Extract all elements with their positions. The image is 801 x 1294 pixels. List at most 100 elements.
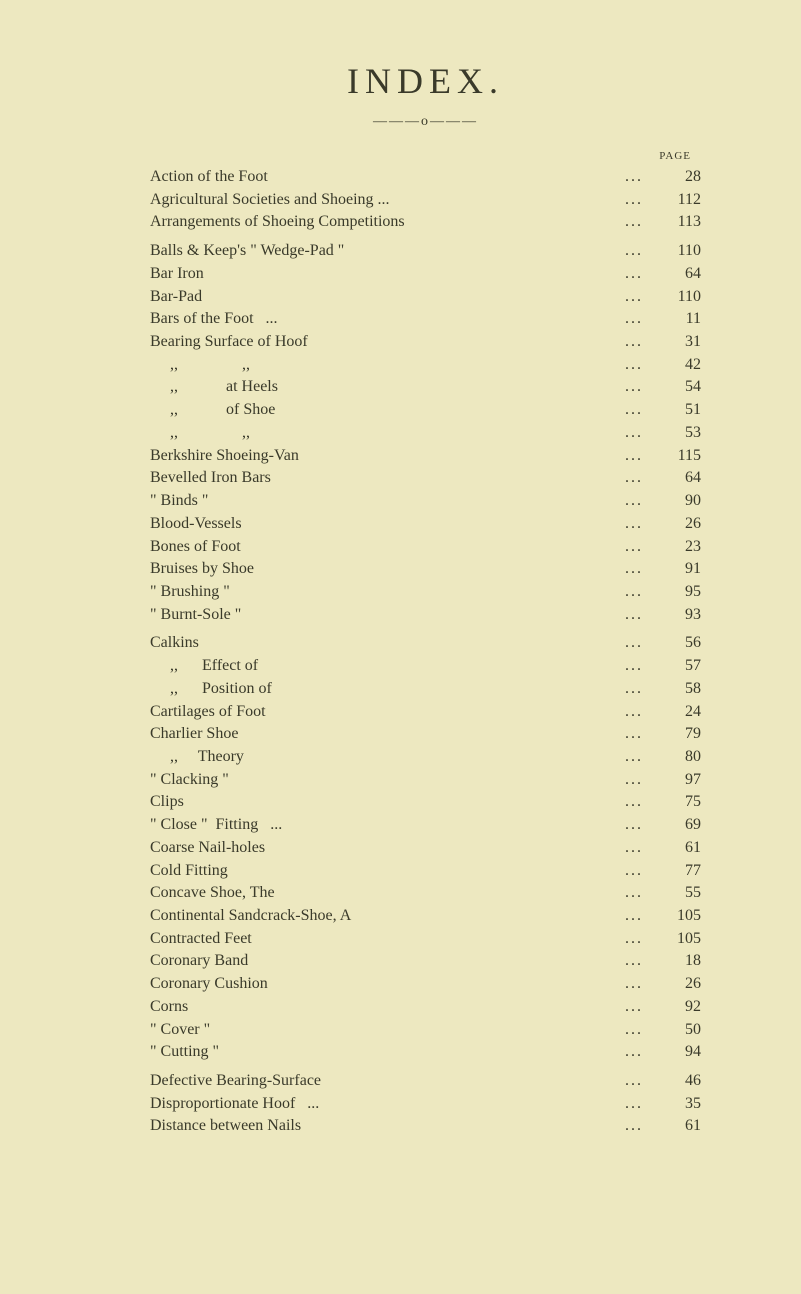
entry-label: Bearing Surface of Hoof (150, 331, 617, 354)
index-entry: Calkins...56 (150, 632, 701, 655)
entry-label: Bones of Foot (150, 536, 617, 559)
entry-label: " Close " Fitting ... (150, 814, 617, 837)
entry-label: ,, ,, (150, 422, 617, 445)
index-entry: Defective Bearing-Surface...46 (150, 1070, 701, 1093)
entry-leader-dots: ... (617, 240, 651, 263)
entry-page-number: 55 (651, 882, 701, 905)
index-entry: Clips...75 (150, 791, 701, 814)
index-entry: Continental Sandcrack-Shoe, A...105 (150, 905, 701, 928)
entry-page-number: 28 (651, 166, 701, 189)
entry-leader-dots: ... (617, 286, 651, 309)
index-title: INDEX. (150, 60, 701, 102)
index-entry: Charlier Shoe...79 (150, 723, 701, 746)
entry-leader-dots: ... (617, 445, 651, 468)
index-entry: " Clacking "...97 (150, 769, 701, 792)
entry-page-number: 105 (651, 928, 701, 951)
entry-label: Contracted Feet (150, 928, 617, 951)
entry-label: Coronary Cushion (150, 973, 617, 996)
index-entry: Disproportionate Hoof ......35 (150, 1093, 701, 1116)
entry-label: ,, Effect of (150, 655, 617, 678)
index-entries: Action of the Foot...28Agricultural Soci… (150, 166, 701, 1138)
entry-leader-dots: ... (617, 1019, 651, 1042)
entry-leader-dots: ... (617, 1115, 651, 1138)
entry-label: Calkins (150, 632, 617, 655)
entry-leader-dots: ... (617, 536, 651, 559)
entry-label: Action of the Foot (150, 166, 617, 189)
entry-leader-dots: ... (617, 263, 651, 286)
index-entry: ,, at Heels...54 (150, 376, 701, 399)
entry-leader-dots: ... (617, 860, 651, 883)
index-entry: Coronary Cushion...26 (150, 973, 701, 996)
entry-page-number: 56 (651, 632, 701, 655)
entry-label: Clips (150, 791, 617, 814)
entry-label: Bar-Pad (150, 286, 617, 309)
index-entry: Balls & Keep's " Wedge-Pad "...110 (150, 240, 701, 263)
entry-leader-dots: ... (617, 905, 651, 928)
entry-label: Charlier Shoe (150, 723, 617, 746)
index-entry: Action of the Foot...28 (150, 166, 701, 189)
entry-page-number: 35 (651, 1093, 701, 1116)
entry-page-number: 54 (651, 376, 701, 399)
entry-leader-dots: ... (617, 490, 651, 513)
entry-leader-dots: ... (617, 814, 651, 837)
index-entry: Bevelled Iron Bars...64 (150, 467, 701, 490)
entry-label: Cold Fitting (150, 860, 617, 883)
entry-page-number: 105 (651, 905, 701, 928)
index-entry: Berkshire Shoeing-Van...115 (150, 445, 701, 468)
entry-label: Corns (150, 996, 617, 1019)
entry-label: Coarse Nail-holes (150, 837, 617, 860)
entry-leader-dots: ... (617, 723, 651, 746)
entry-label: Continental Sandcrack-Shoe, A (150, 905, 617, 928)
entry-page-number: 23 (651, 536, 701, 559)
entry-leader-dots: ... (617, 604, 651, 627)
entry-label: ,, ,, (150, 354, 617, 377)
entry-leader-dots: ... (617, 746, 651, 769)
entry-page-number: 110 (651, 240, 701, 263)
entry-leader-dots: ... (617, 1041, 651, 1064)
entry-page-number: 11 (651, 308, 701, 331)
entry-leader-dots: ... (617, 581, 651, 604)
entry-page-number: 93 (651, 604, 701, 627)
entry-label: " Burnt-Sole " (150, 604, 617, 627)
index-entry: ,, Theory...80 (150, 746, 701, 769)
index-entry: Coarse Nail-holes...61 (150, 837, 701, 860)
entry-page-number: 115 (651, 445, 701, 468)
index-entry: ,, Position of...58 (150, 678, 701, 701)
entry-page-number: 46 (651, 1070, 701, 1093)
index-entry: Contracted Feet...105 (150, 928, 701, 951)
index-entry: " Close " Fitting ......69 (150, 814, 701, 837)
entry-page-number: 31 (651, 331, 701, 354)
index-entry: ,, Effect of...57 (150, 655, 701, 678)
index-entry: Distance between Nails...61 (150, 1115, 701, 1138)
index-entry: " Cover "...50 (150, 1019, 701, 1042)
entry-label: Bevelled Iron Bars (150, 467, 617, 490)
entry-leader-dots: ... (617, 211, 651, 234)
index-entry: Agricultural Societies and Shoeing .....… (150, 189, 701, 212)
entry-page-number: 51 (651, 399, 701, 422)
entry-leader-dots: ... (617, 354, 651, 377)
entry-label: " Binds " (150, 490, 617, 513)
entry-page-number: 97 (651, 769, 701, 792)
index-entry: Cartilages of Foot...24 (150, 701, 701, 724)
entry-page-number: 69 (651, 814, 701, 837)
entry-page-number: 42 (651, 354, 701, 377)
entry-label: Defective Bearing-Surface (150, 1070, 617, 1093)
entry-label: Bruises by Shoe (150, 558, 617, 581)
entry-page-number: 94 (651, 1041, 701, 1064)
entry-leader-dots: ... (617, 632, 651, 655)
entry-page-number: 50 (651, 1019, 701, 1042)
index-entry: Cold Fitting...77 (150, 860, 701, 883)
entry-page-number: 64 (651, 263, 701, 286)
entry-leader-dots: ... (617, 166, 651, 189)
entry-leader-dots: ... (617, 791, 651, 814)
entry-leader-dots: ... (617, 701, 651, 724)
entry-leader-dots: ... (617, 996, 651, 1019)
entry-page-number: 57 (651, 655, 701, 678)
index-entry: ,, of Shoe...51 (150, 399, 701, 422)
entry-page-number: 77 (651, 860, 701, 883)
entry-leader-dots: ... (617, 678, 651, 701)
entry-leader-dots: ... (617, 1070, 651, 1093)
index-entry: Bar Iron...64 (150, 263, 701, 286)
entry-page-number: 61 (651, 1115, 701, 1138)
entry-label: Cartilages of Foot (150, 701, 617, 724)
